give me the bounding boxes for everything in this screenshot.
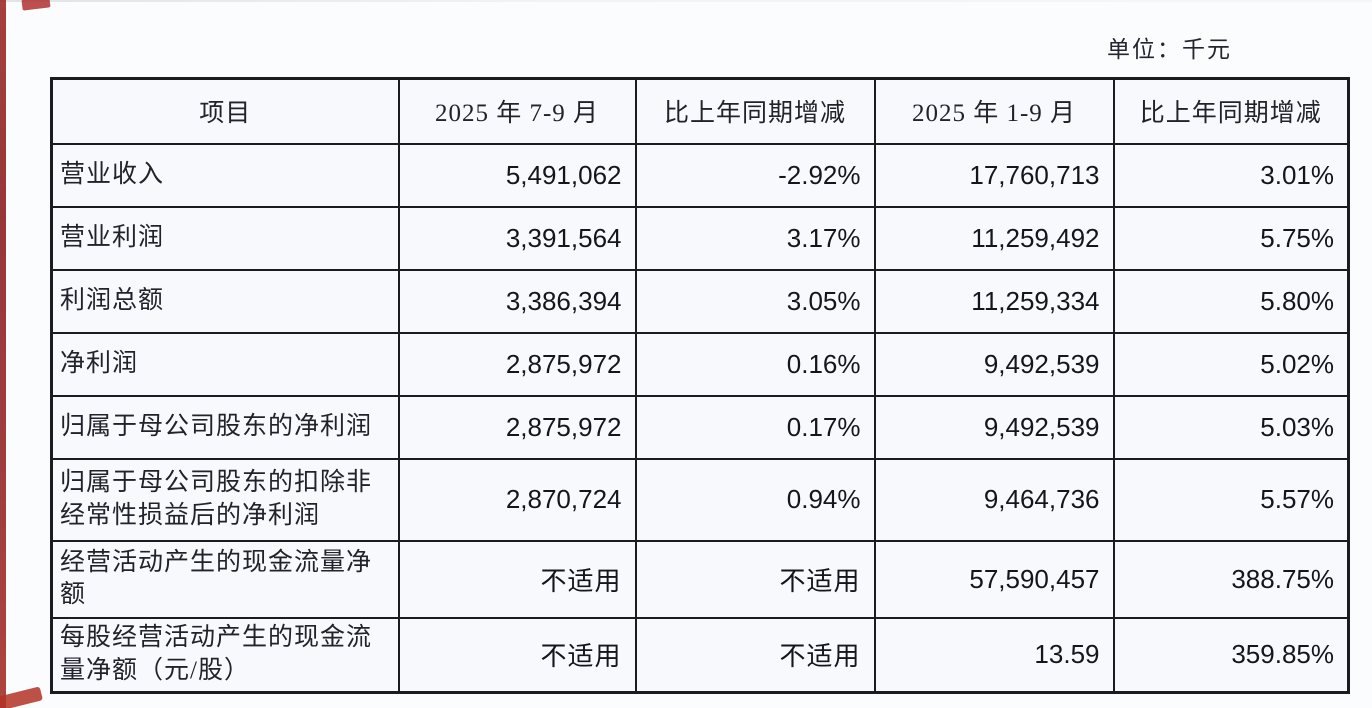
cell-value: 3,386,394 [397, 268, 637, 334]
row-label: 每股经营活动产生的现金流 量净额（元/股） [50, 616, 400, 694]
row-label: 营业收入 [50, 142, 400, 208]
header-ytd-yoy-change: 比上年同期增减 [1112, 77, 1350, 145]
header-item: 项目 [50, 77, 400, 145]
row-label: 归属于母公司股东的扣除非 经常性损益后的净利润 [50, 457, 400, 542]
header-q3-period: 2025 年 7-9 月 [397, 77, 637, 145]
cell-value: 17,760,713 [873, 142, 1115, 208]
cell-value: 13.59 [873, 616, 1115, 694]
header-ytd-period: 2025 年 1-9 月 [873, 77, 1115, 145]
table-row-net-profit-attributable: 归属于母公司股东的净利润 2,875,972 0.17% 9,492,539 5… [50, 394, 1350, 460]
row-label: 净利润 [50, 331, 400, 397]
red-topleft-artifact [21, 0, 51, 11]
cell-value: 5.80% [1112, 268, 1350, 334]
cell-value: 388.75% [1112, 539, 1350, 619]
table-row-operating-profit: 营业利润 3,391,564 3.17% 11,259,492 5.75% [50, 205, 1350, 271]
red-left-edge-artifact [0, 0, 6, 708]
unit-label: 单位：千元 [1107, 37, 1232, 62]
table-row-net-profit: 净利润 2,875,972 0.16% 9,492,539 5.02% [50, 331, 1350, 397]
row-label: 经营活动产生的现金流量净 额 [50, 539, 400, 619]
cell-value: 11,259,334 [873, 268, 1115, 334]
cell-value: 2,870,724 [397, 457, 637, 542]
cell-value: 0.94% [634, 457, 876, 542]
header-q3-yoy-change: 比上年同期增减 [634, 77, 876, 145]
table-row-operating-cash-flow-per-share: 每股经营活动产生的现金流 量净额（元/股） 不适用 不适用 13.59 359.… [50, 616, 1350, 694]
cell-value: 不适用 [397, 616, 637, 694]
table-row-operating-revenue: 营业收入 5,491,062 -2.92% 17,760,713 3.01% [50, 142, 1350, 208]
top-edge-artifact [0, 0, 1372, 2]
cell-value: 5,491,062 [397, 142, 637, 208]
row-label: 归属于母公司股东的净利润 [50, 394, 400, 460]
cell-value: 3.17% [634, 205, 876, 271]
cell-value: 0.16% [634, 331, 876, 397]
cell-value: 2,875,972 [397, 394, 637, 460]
row-label: 利润总额 [50, 268, 400, 334]
cell-value: 57,590,457 [873, 539, 1115, 619]
cell-value: -2.92% [634, 142, 876, 208]
table-row-net-profit-excl-nonrecurring: 归属于母公司股东的扣除非 经常性损益后的净利润 2,870,724 0.94% … [50, 457, 1350, 542]
row-label: 营业利润 [50, 205, 400, 271]
table-row-total-profit: 利润总额 3,386,394 3.05% 11,259,334 5.80% [50, 268, 1350, 334]
cell-value: 5.03% [1112, 394, 1350, 460]
cell-value: 不适用 [634, 616, 876, 694]
cell-value: 5.75% [1112, 205, 1350, 271]
cell-value: 5.02% [1112, 331, 1350, 397]
cell-value: 不适用 [397, 539, 637, 619]
cell-value: 0.17% [634, 394, 876, 460]
cell-value: 3,391,564 [397, 205, 637, 271]
cell-value: 9,492,539 [873, 394, 1115, 460]
cell-value: 3.05% [634, 268, 876, 334]
cell-value: 359.85% [1112, 616, 1350, 694]
table-row-operating-cash-flow: 经营活动产生的现金流量净 额 不适用 不适用 57,590,457 388.75… [50, 539, 1350, 619]
cell-value: 11,259,492 [873, 205, 1115, 271]
cell-value: 9,464,736 [873, 457, 1115, 542]
cell-value: 3.01% [1112, 142, 1350, 208]
cell-value: 9,492,539 [873, 331, 1115, 397]
cell-value: 2,875,972 [397, 331, 637, 397]
table-header-row: 项目 2025 年 7-9 月 比上年同期增减 2025 年 1-9 月 比上年… [50, 77, 1350, 145]
financial-summary-table: 项目 2025 年 7-9 月 比上年同期增减 2025 年 1-9 月 比上年… [50, 77, 1350, 694]
red-bottomleft-artifact [0, 686, 43, 708]
cell-value: 5.57% [1112, 457, 1350, 542]
cell-value: 不适用 [634, 539, 876, 619]
